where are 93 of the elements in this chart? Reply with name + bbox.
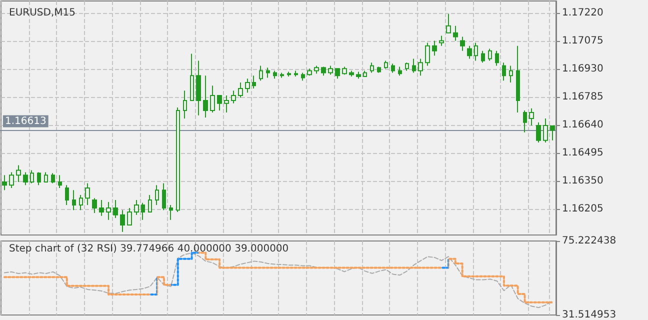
candlestick xyxy=(162,182,166,211)
candlestick xyxy=(113,200,118,218)
candlestick xyxy=(543,118,548,143)
candlestick xyxy=(9,172,14,189)
candlestick xyxy=(183,90,187,119)
candlestick xyxy=(155,184,159,206)
y-tick-label: 1.16495 xyxy=(562,148,604,159)
candlestick xyxy=(266,67,270,78)
y-tick-label: 1.17075 xyxy=(562,36,604,46)
candlestick xyxy=(99,200,104,216)
y-tick-label: 1.16785 xyxy=(562,92,604,103)
candlestick xyxy=(44,172,48,183)
candlestick xyxy=(58,174,62,189)
candlestick xyxy=(349,70,354,78)
candlestick xyxy=(328,65,333,76)
candlestick xyxy=(65,184,69,206)
candlestick xyxy=(169,204,173,220)
candlestick xyxy=(418,58,423,76)
candlestick xyxy=(37,172,41,186)
candlestick xyxy=(141,202,145,220)
candlestick xyxy=(474,42,478,62)
candlestick xyxy=(370,62,374,74)
candlestick xyxy=(363,70,367,78)
candlestick xyxy=(453,25,458,42)
candlestick xyxy=(238,82,243,98)
y-tick-label: 1.16205 xyxy=(562,204,604,215)
text: EURUSD,M15 xyxy=(9,8,76,18)
candlestick xyxy=(30,170,34,184)
y-tick-label: 1.17220 xyxy=(562,7,604,18)
candlestick xyxy=(516,45,520,113)
candlestick xyxy=(391,63,395,74)
candlestick xyxy=(550,124,555,141)
candlestick xyxy=(529,108,534,126)
candlestick xyxy=(335,68,340,80)
candlestick xyxy=(16,164,21,183)
candlestick xyxy=(412,58,416,74)
candlestick xyxy=(377,66,381,74)
candlestick xyxy=(245,78,250,94)
candlestick xyxy=(523,110,527,133)
candlestick xyxy=(405,62,409,72)
candlestick xyxy=(446,13,451,34)
candlestick xyxy=(224,94,229,113)
candlestick xyxy=(301,72,305,82)
candlestick xyxy=(488,48,492,62)
candlestick xyxy=(217,94,222,112)
candlestick xyxy=(23,172,28,186)
candlestick xyxy=(398,66,402,76)
candlestick xyxy=(536,122,541,143)
candlestick xyxy=(148,194,152,213)
candlestick xyxy=(85,182,90,206)
candlestick xyxy=(287,71,291,78)
candlestick xyxy=(509,65,513,84)
candlestick xyxy=(72,190,76,211)
candlestick xyxy=(502,62,506,82)
candlestick xyxy=(273,70,277,80)
candlestick xyxy=(196,60,201,116)
candlestick xyxy=(127,207,132,226)
y-tick-label: 1.16930 xyxy=(562,64,604,75)
candlestick xyxy=(190,53,194,102)
candlestick xyxy=(294,70,298,78)
candlestick xyxy=(439,35,444,46)
candlestick xyxy=(432,40,437,56)
candlestick xyxy=(460,36,465,52)
y-tick-label: 31.514953 xyxy=(562,310,616,320)
candlestick xyxy=(252,75,256,90)
candlestick xyxy=(2,174,7,191)
candlestick xyxy=(120,210,125,232)
candlestick xyxy=(314,65,319,74)
candlestick xyxy=(231,90,236,104)
candlestick xyxy=(280,72,284,78)
y-tick-label: 1.16350 xyxy=(562,176,604,187)
candlestick xyxy=(203,75,208,118)
y-tick-label: 75.222438 xyxy=(562,236,616,246)
candlestick xyxy=(134,200,139,216)
candlestick xyxy=(495,50,499,66)
candlestick xyxy=(307,68,312,76)
candlestick xyxy=(384,60,388,70)
candlestick xyxy=(79,194,83,211)
candlestick xyxy=(425,42,430,66)
candlestick xyxy=(259,65,263,82)
candlestick xyxy=(92,198,97,214)
candlestick xyxy=(51,172,55,184)
candlestick xyxy=(321,66,326,76)
chart-title: Step chart of (32 RSI) 39.774966 40.000000 39.000000 xyxy=(9,244,289,254)
y-tick-label: 1.16640 xyxy=(562,120,604,131)
candlestick xyxy=(356,71,361,80)
candlestick xyxy=(467,45,472,60)
candlestick xyxy=(106,201,111,220)
candlestick xyxy=(342,66,347,76)
candlestick xyxy=(481,50,485,64)
ref-line-label: 1.16613 xyxy=(5,116,46,127)
candlestick xyxy=(210,85,215,113)
candlestick xyxy=(176,106,180,213)
